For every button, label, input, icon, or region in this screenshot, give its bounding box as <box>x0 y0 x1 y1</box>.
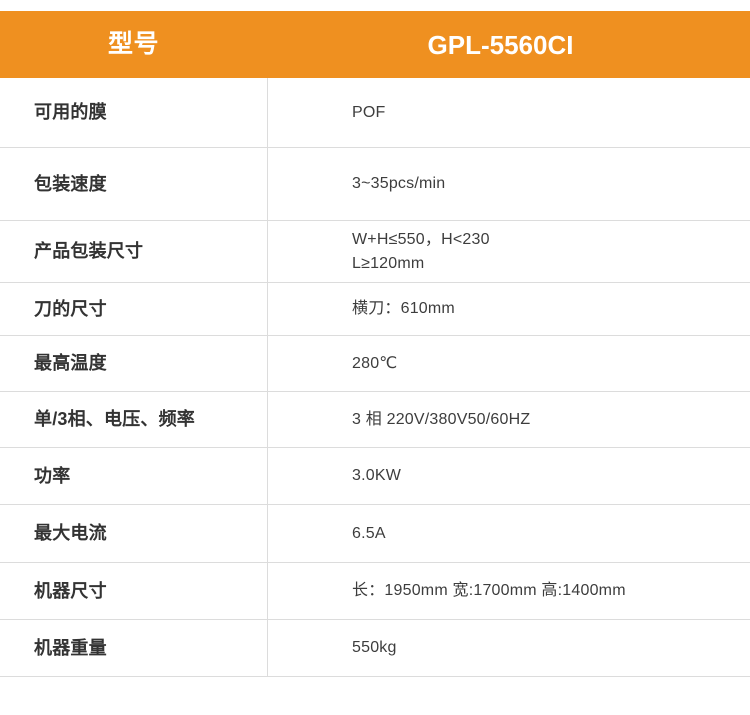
row-value: 3.0KW <box>267 464 750 487</box>
row-value-line: 长：1950mm 宽:1700mm 高:1400mm <box>352 582 626 600</box>
row-label: 包装速度 <box>34 173 107 194</box>
row-label: 机器尺寸 <box>34 580 107 601</box>
header-cell-model-label: 型号 <box>0 11 267 78</box>
row-value: POF <box>267 101 750 124</box>
row-value-line: 3.0KW <box>352 467 402 485</box>
row-value-line: W+H≤550，H<230 <box>352 231 490 249</box>
table-row: 机器重量 550kg <box>0 620 750 677</box>
row-value-line: 3~35pcs/min <box>352 175 446 193</box>
row-label: 可用的膜 <box>34 102 107 123</box>
table-row: 机器尺寸 长：1950mm 宽:1700mm 高:1400mm <box>0 563 750 620</box>
row-value: 280℃ <box>267 352 750 375</box>
column-divider <box>267 78 268 677</box>
row-value-line: 3 相 220V/380V50/60HZ <box>352 410 531 428</box>
row-value-line-2: L≥120mm <box>352 254 425 272</box>
row-value: 6.5A <box>267 522 750 545</box>
row-label: 产品包装尺寸 <box>34 241 144 262</box>
table-row: 刀的尺寸 横刀：610mm <box>0 283 750 336</box>
row-label: 刀的尺寸 <box>34 298 107 319</box>
header-cell-model-value: GPL-5560CI <box>267 11 750 78</box>
row-value-line: POF <box>352 103 386 121</box>
header-model-value-text: GPL-5560CI <box>427 29 574 60</box>
row-value-line: 550kg <box>352 639 397 657</box>
row-label: 单/3相、电压、频率 <box>34 409 196 430</box>
table-row: 最高温度 280℃ <box>0 336 750 392</box>
row-value-line: 280℃ <box>352 354 398 372</box>
row-value-line: 6.5A <box>352 524 386 542</box>
spec-table-body: 可用的膜 POF 包装速度 3~35pcs/min 产品包装尺寸 W+H≤550… <box>0 78 750 677</box>
table-row: 可用的膜 POF <box>0 78 750 148</box>
row-value: 长：1950mm 宽:1700mm 高:1400mm <box>267 579 750 602</box>
row-label: 最大电流 <box>34 523 107 544</box>
table-row: 最大电流 6.5A <box>0 505 750 563</box>
row-value: 横刀：610mm <box>267 297 750 320</box>
table-row: 单/3相、电压、频率 3 相 220V/380V50/60HZ <box>0 392 750 448</box>
table-row: 功率 3.0KW <box>0 448 750 505</box>
row-value: 550kg <box>267 636 750 659</box>
header-model-label-text: 型号 <box>107 30 159 58</box>
table-row: 包装速度 3~35pcs/min <box>0 148 750 221</box>
row-label: 机器重量 <box>34 637 107 658</box>
row-label: 最高温度 <box>34 353 107 374</box>
row-value: 3 相 220V/380V50/60HZ <box>267 408 750 431</box>
row-value: 3~35pcs/min <box>267 172 750 195</box>
row-label: 功率 <box>34 465 71 486</box>
table-header-bar: 型号 GPL-5560CI <box>0 11 750 78</box>
row-value-line: 横刀：610mm <box>352 300 455 318</box>
table-row: 产品包装尺寸 W+H≤550，H<230 L≥120mm <box>0 221 750 283</box>
row-value: W+H≤550，H<230 L≥120mm <box>267 228 750 274</box>
